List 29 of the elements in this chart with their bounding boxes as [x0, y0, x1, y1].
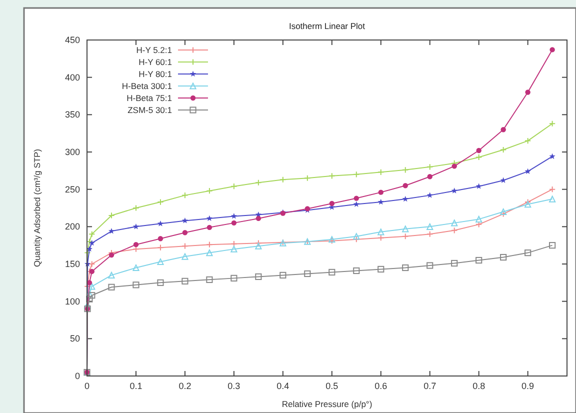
x-tick-label: 0.5 [326, 381, 338, 391]
legend-label: H-Y 5.2:1 [136, 45, 172, 55]
y-tick-label: 250 [64, 184, 80, 194]
y-tick-label: 100 [64, 296, 80, 306]
x-axis-title: Relative Pressure (p/p°) [282, 399, 372, 409]
x-tick-label: 0.4 [276, 381, 290, 391]
legend-label: H-Beta 75:1 [126, 93, 172, 103]
x-tick-label: 0 [84, 381, 90, 391]
x-tick-label: 0.2 [178, 381, 192, 391]
legend-label: H-Beta 300:1 [122, 81, 172, 91]
legend-label: H-Y 60:1 [138, 57, 172, 67]
y-tick-label: 300 [64, 147, 80, 157]
x-tick-label: 0.1 [130, 381, 142, 391]
x-tick-label: 0.8 [472, 381, 486, 391]
chart-title: Isotherm Linear Plot [288, 21, 366, 31]
legend-label: H-Y 80:1 [138, 69, 172, 79]
x-tick-label: 0.7 [424, 381, 436, 391]
y-tick-label: 150 [64, 259, 80, 269]
y-tick-label: 450 [64, 35, 80, 45]
y-tick-label: 400 [64, 72, 80, 82]
x-tick-label: 0.9 [522, 381, 534, 391]
y-tick-label: 50 [70, 334, 80, 344]
legend-label: ZSM-5 30:1 [128, 105, 172, 115]
y-tick-label: 200 [64, 222, 80, 232]
y-tick-label: 0 [74, 371, 80, 381]
x-tick-label: 0.3 [228, 381, 240, 391]
y-tick-label: 350 [64, 110, 80, 120]
x-tick-label: 0.6 [374, 381, 388, 391]
y-axis-title: Quantity Adsorbed (cm³/g STP) [32, 148, 42, 268]
